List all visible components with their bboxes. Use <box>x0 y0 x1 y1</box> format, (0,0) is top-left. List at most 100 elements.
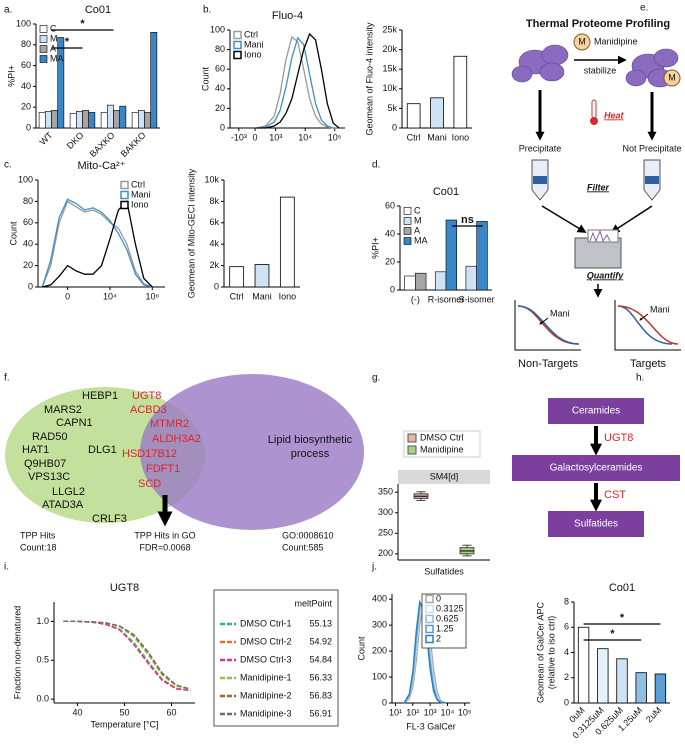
drug-name: Manidipine <box>594 36 638 46</box>
overlap-list: UGT8 ACBD3 MTMR2 ALDH3A2 HSD17B12 FDFT1 SCD <box>122 390 201 490</box>
significance-label: * <box>620 612 625 624</box>
y-tick-label: 2k <box>209 260 219 270</box>
gene-label: SCD <box>138 478 161 490</box>
y-tick-label: 0 <box>28 281 33 291</box>
panel-label: a. <box>4 5 12 16</box>
y-tick-label: 100 <box>372 671 387 681</box>
bar <box>404 275 416 291</box>
y-tick-label: 1.0 <box>36 616 49 626</box>
significance-label: * <box>80 18 85 30</box>
y-tick-label: 250 <box>378 528 393 538</box>
enzyme-label: CST <box>604 489 626 501</box>
bar <box>44 111 52 129</box>
x-tick-label: Ctrl <box>407 132 421 142</box>
y-tick-label: 40 <box>385 228 395 238</box>
node-label: Sulfatides <box>574 519 618 530</box>
enzyme-label: UGT8 <box>604 432 633 444</box>
panel-label: h. <box>636 373 644 384</box>
legend-label: Manidipine <box>420 444 464 454</box>
legend-label: Mani <box>244 39 264 49</box>
mass-spec <box>574 237 622 269</box>
x-tick-label: 10² <box>406 707 419 717</box>
series-line <box>42 200 153 288</box>
x-tick-label: 0 <box>253 132 258 142</box>
bar <box>113 110 120 129</box>
x-tick-label: -10³ <box>231 132 247 142</box>
x-tick-label: R-isomer <box>428 294 465 304</box>
bar <box>476 221 488 291</box>
y-tick-label: 40 <box>215 83 225 93</box>
bar <box>229 266 245 288</box>
y-tick-label: 300 <box>372 620 387 630</box>
thermometer-bulb <box>590 117 598 125</box>
legend-label: 2 <box>436 633 441 643</box>
y-axis-label: %PI+ <box>370 237 380 259</box>
facet-strip <box>398 470 490 484</box>
go-set <box>140 374 364 530</box>
legend-swatch <box>120 190 129 200</box>
bar <box>57 37 65 129</box>
gene-label: RAD50 <box>32 431 67 443</box>
y-axis-label: Geomean of Fluo-4 intensity <box>364 22 374 136</box>
bar <box>138 110 145 129</box>
legend-swatch <box>425 624 434 634</box>
legend-value: 54.92 <box>309 636 332 646</box>
chart: 0 5k 10k 15k 20k 25k Ctrl Mani Iono Geomean of Fl… <box>364 22 472 142</box>
y-tick-label: 20k <box>382 44 397 54</box>
y-tick-label: 0 <box>390 284 395 294</box>
y-tick-label: 4 <box>564 647 569 657</box>
gene-label: CRLF3 <box>92 513 127 525</box>
series-line <box>256 36 340 129</box>
y-tick-label: 200 <box>372 645 387 655</box>
heat-label: Heat <box>604 110 625 120</box>
y-tick-label: 0 <box>26 122 31 132</box>
pathway: Ceramides UGT8 Galactosylceramides CST S… <box>512 398 680 537</box>
bar <box>254 264 270 288</box>
legend-label: Manidipine-3 <box>240 708 292 718</box>
legend-swatch <box>425 614 434 624</box>
significance-label: * <box>610 628 615 640</box>
legend-swatch <box>407 445 417 455</box>
panel-label: b. <box>203 5 211 16</box>
gene-label: UGT8 <box>132 390 161 402</box>
filter <box>645 176 659 184</box>
bar <box>445 219 458 291</box>
x-tick-label: 10⁶ <box>145 291 159 301</box>
legend-label: DMSO Ctrl <box>420 432 464 442</box>
filter-label: Filter <box>587 182 610 192</box>
bar <box>654 673 667 704</box>
legend-label: Ctrl <box>131 179 145 189</box>
drug-symbol: M <box>668 72 676 82</box>
curve-plot-right <box>614 300 681 351</box>
tpp-diagram: Thermal Proteome Profiling M Manidipine … <box>511 18 682 370</box>
significance-label: ns <box>461 214 474 226</box>
gene-label: MARS2 <box>44 404 82 416</box>
gene-label: HSD17B12 <box>122 448 177 460</box>
legend-swatch <box>403 227 412 235</box>
y-tick-label: 0 <box>564 697 569 707</box>
legend-swatch <box>425 604 434 614</box>
drug-icon <box>573 33 591 51</box>
legend-label: C <box>414 205 421 215</box>
bar <box>434 271 447 291</box>
legend-label: Ctrl <box>244 29 258 39</box>
gene-label: Q9HB07 <box>24 458 66 470</box>
x-tick-label: 2uM <box>644 705 663 724</box>
significance-label: * <box>65 36 70 48</box>
gene-label: MTMR2 <box>150 418 189 430</box>
y-axis-label: Count <box>8 221 18 246</box>
legend-label: MA <box>50 53 64 63</box>
legend-value: 54.84 <box>309 654 332 664</box>
protein <box>511 44 569 83</box>
x-tick-label: S-isomer <box>459 294 495 304</box>
result-label: TPP Hits in GO <box>134 530 195 540</box>
y-axis-label: %PI+ <box>6 65 16 87</box>
y-tick-label: 0 <box>382 697 387 707</box>
legend-swatch <box>120 200 129 210</box>
y-tick-label: 100 <box>16 18 31 28</box>
